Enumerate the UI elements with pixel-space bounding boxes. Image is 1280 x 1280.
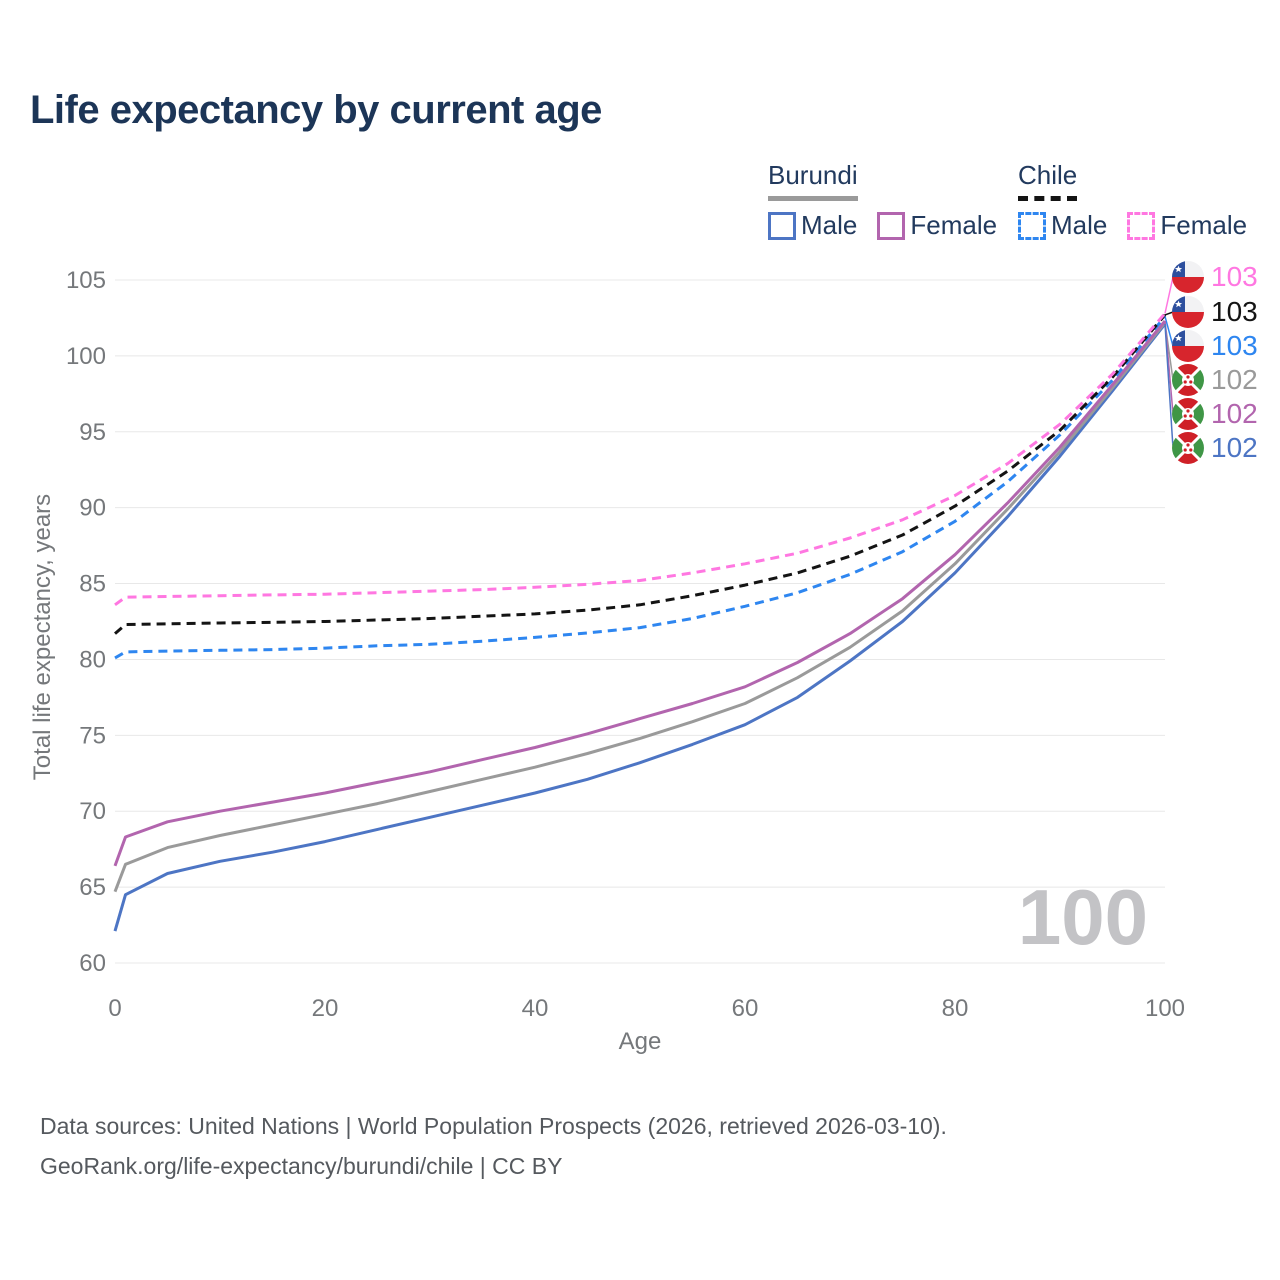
x-tick-label: 80 [942, 995, 969, 1022]
legend-label: Female [910, 210, 998, 240]
age-watermark: 100 [1017, 873, 1148, 961]
legend-group-burundi: Burundi Male Female [768, 160, 997, 241]
source-url-line[interactable]: GeoRank.org/life-expectancy/burundi/chil… [40, 1153, 563, 1179]
end-label-value: 103 [1211, 330, 1258, 361]
series-line-burundi-male [113, 323, 1167, 932]
x-axis-title: Age [618, 1028, 662, 1055]
legend-item-burundi-female[interactable]: Female [877, 210, 997, 241]
series-line-chile-male [114, 315, 1167, 660]
end-label-value: 102 [1211, 398, 1258, 429]
x-tick-label: 40 [522, 995, 549, 1022]
y-tick-label: 105 [66, 267, 106, 294]
legend-group-chile: Chile Male Female [1018, 160, 1247, 241]
burundi-male-swatch-icon [768, 211, 796, 240]
y-tick-label: 95 [79, 419, 106, 446]
series-line-chile-both-sexes [114, 313, 1167, 635]
y-tick-label: 90 [79, 495, 106, 522]
chile-male-swatch-icon [1018, 211, 1046, 240]
series-line-burundi-both-sexes [113, 321, 1167, 893]
end-label-row[interactable]: 103 [1172, 295, 1258, 329]
page-title: Life expectancy by current age [30, 88, 602, 132]
burundi-female-swatch-icon [877, 211, 906, 240]
legend-item-chile-male[interactable]: Male [1018, 210, 1107, 241]
y-tick-label: 100 [66, 343, 106, 370]
burundi-flag-icon [1172, 398, 1204, 430]
y-tick-label: 85 [79, 571, 106, 598]
y-tick-label: 80 [79, 646, 106, 673]
burundi-flag-icon [1172, 432, 1204, 464]
burundi-flag-icon [1172, 364, 1204, 396]
y-tick-label: 60 [79, 950, 106, 977]
chile-flag-icon [1172, 330, 1204, 362]
series-line-chile-female [114, 312, 1167, 607]
data-sources-line: Data sources: United Nations | World Pop… [40, 1113, 947, 1139]
line-chart[interactable]: 60 65 70 75 80 85 90 95 100 105 0 20 40 60 80 100 [0, 0, 1280, 1080]
end-label-value: 103 [1211, 261, 1258, 292]
legend-item-chile-female[interactable]: Female [1127, 210, 1247, 241]
legend-label: Female [1160, 210, 1248, 240]
end-label-value: 103 [1211, 296, 1258, 327]
chile-female-swatch-icon [1127, 211, 1156, 240]
chile-flag-icon [1172, 261, 1204, 293]
y-tick-label: 65 [79, 874, 106, 901]
end-label-row[interactable]: 102 [1172, 363, 1258, 397]
legend-country-burundi[interactable]: Burundi [768, 160, 858, 201]
legend-item-burundi-male[interactable]: Male [768, 210, 857, 241]
x-tick-label: 60 [732, 995, 759, 1022]
x-tick-label: 0 [108, 995, 121, 1022]
end-label-value: 102 [1211, 364, 1258, 395]
end-label-row[interactable]: 102 [1172, 397, 1258, 431]
legend-label: Male [801, 210, 858, 240]
end-label-row[interactable]: 102 [1172, 431, 1258, 465]
footer: Data sources: United Nations | World Pop… [40, 1106, 947, 1186]
y-tick-label: 70 [79, 798, 106, 825]
end-label-row[interactable]: 103 [1172, 260, 1258, 294]
end-label-row[interactable]: 103 [1172, 329, 1258, 363]
series-line-burundi-female [113, 320, 1167, 867]
legend-country-chile[interactable]: Chile [1018, 160, 1078, 201]
legend-label: Male [1051, 210, 1108, 240]
x-tick-label: 100 [1145, 995, 1185, 1022]
y-tick-label: 75 [79, 722, 106, 749]
x-tick-label: 20 [312, 995, 339, 1022]
end-label-value: 102 [1211, 432, 1258, 463]
chile-flag-icon [1172, 296, 1204, 328]
